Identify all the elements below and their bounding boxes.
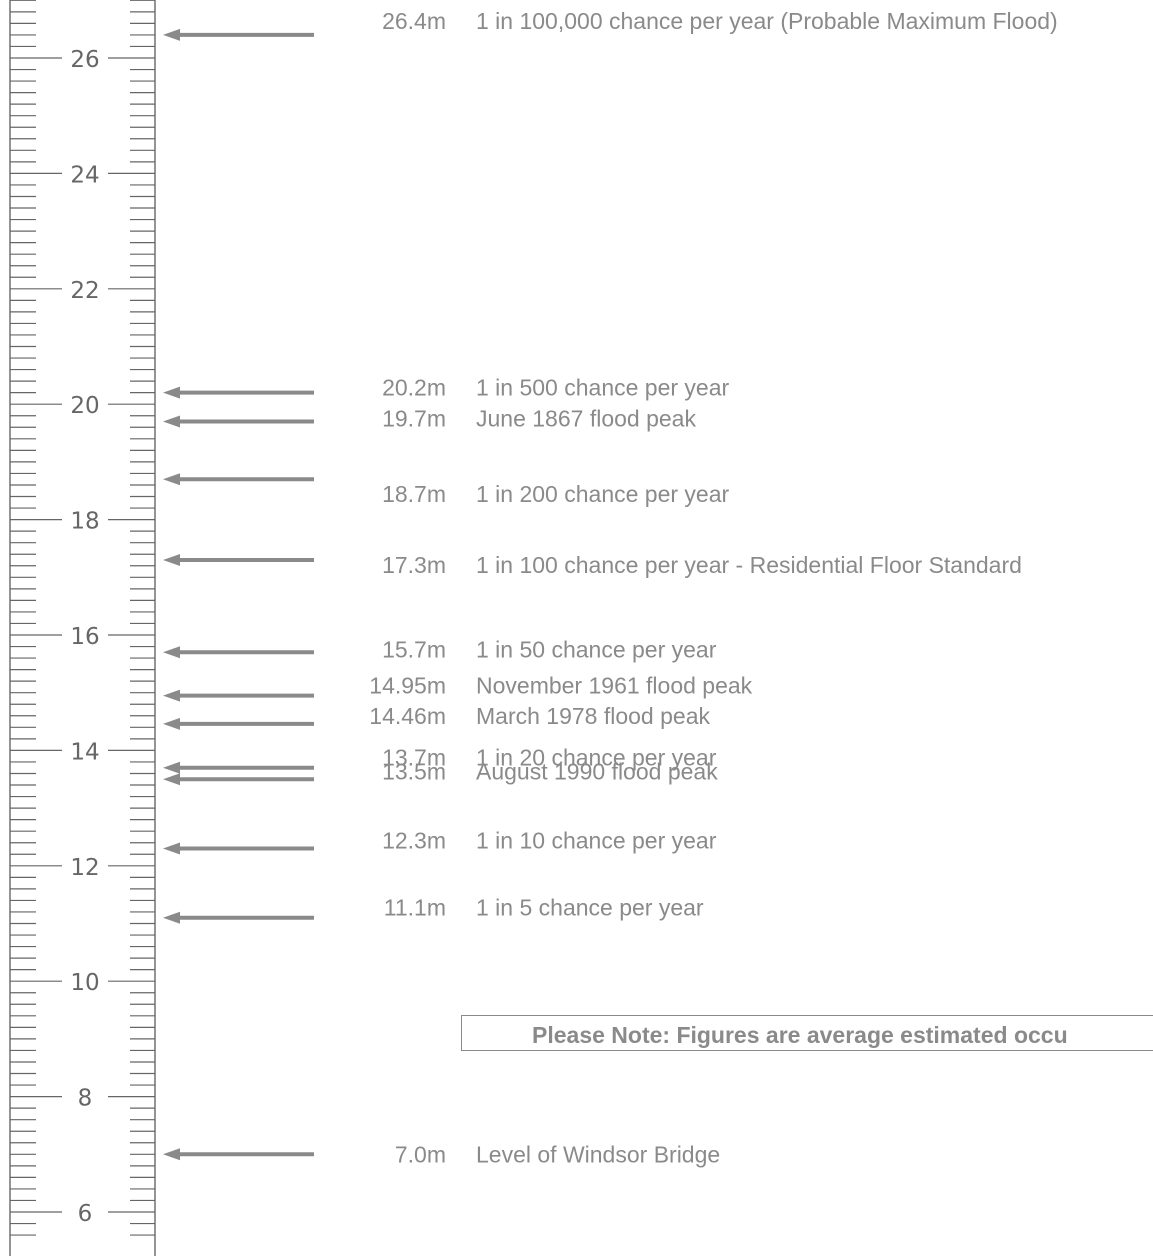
tick-label: 24: [70, 162, 99, 188]
tick-label: 22: [70, 278, 99, 304]
tick-label: 14: [70, 739, 99, 765]
tick-label: 20: [70, 393, 99, 419]
level-arrow: [163, 842, 314, 855]
arrow-head: [163, 689, 180, 702]
tick-label: 12: [70, 855, 99, 881]
level-arrow: [163, 473, 314, 486]
tick-label: 18: [70, 509, 99, 535]
gauge-scale-lines: [9, 0, 156, 1256]
level-arrows: [163, 28, 314, 1161]
level-value: 13.5m: [382, 758, 446, 784]
arrow-head: [163, 415, 180, 428]
level-arrow: [163, 415, 314, 428]
arrow-head: [163, 717, 180, 730]
tick-label: 8: [78, 1086, 93, 1112]
level-value: 7.0m: [395, 1141, 446, 1167]
level-arrow: [163, 717, 314, 730]
level-description: 1 in 50 chance per year: [476, 636, 717, 662]
level-description: 1 in 100,000 chance per year (Probable M…: [476, 8, 1058, 34]
level-arrow: [163, 28, 314, 41]
note-text: Please Note: Figures are average estimat…: [532, 1022, 1068, 1048]
level-arrow: [163, 1148, 314, 1161]
level-arrow: [163, 386, 314, 399]
level-value: 26.4m: [382, 8, 446, 34]
arrow-head: [163, 553, 180, 566]
arrow-head: [163, 28, 180, 41]
level-value: 18.7m: [382, 481, 446, 507]
level-value: 13.7m: [382, 745, 446, 771]
level-value: 19.7m: [382, 406, 446, 432]
note-box: Please Note: Figures are average estimat…: [461, 1015, 1153, 1051]
tick-label: 6: [78, 1201, 93, 1227]
level-description: 1 in 100 chance per year - Residential F…: [476, 552, 1022, 578]
level-description: August 1990 flood peak: [476, 758, 718, 784]
level-value: 17.3m: [382, 552, 446, 578]
arrow-head: [163, 761, 180, 774]
level-description: March 1978 flood peak: [476, 703, 710, 729]
level-description: 1 in 20 chance per year: [476, 745, 717, 771]
level-value: 14.46m: [369, 703, 446, 729]
arrow-head: [163, 1148, 180, 1161]
level-arrow: [163, 911, 314, 924]
level-value: 20.2m: [382, 375, 446, 401]
arrow-head: [163, 842, 180, 855]
tick-label: 26: [70, 47, 99, 73]
arrow-head: [163, 646, 180, 659]
tick-label: 16: [70, 624, 99, 650]
level-description: Level of Windsor Bridge: [476, 1141, 720, 1167]
level-arrow: [163, 689, 314, 702]
level-value: 11.1m: [384, 895, 446, 921]
arrow-head: [163, 473, 180, 486]
arrow-head: [163, 911, 180, 924]
level-description: 1 in 5 chance per year: [476, 895, 704, 921]
level-arrow: [163, 761, 314, 774]
level-value: 15.7m: [382, 636, 446, 662]
level-arrow: [163, 773, 314, 786]
tick-label: 10: [70, 970, 99, 996]
level-arrow: [163, 646, 314, 659]
level-description: June 1867 flood peak: [476, 406, 696, 432]
level-value: 12.3m: [382, 827, 446, 853]
arrow-head: [163, 773, 180, 786]
level-labels: 26.4m 1 in 100,000 chance per year (Proba…: [369, 8, 1057, 1167]
level-arrow: [163, 553, 314, 566]
level-description: 1 in 500 chance per year: [476, 375, 730, 401]
arrow-head: [163, 386, 180, 399]
level-description: 1 in 200 chance per year: [476, 481, 730, 507]
level-description: 1 in 10 chance per year: [476, 827, 717, 853]
level-value: 14.95m: [369, 673, 446, 699]
gauge-tick-labels: 6 8 10 12 14 16 18 20 22 24 26: [70, 47, 99, 1227]
level-description: November 1961 flood peak: [476, 673, 753, 699]
